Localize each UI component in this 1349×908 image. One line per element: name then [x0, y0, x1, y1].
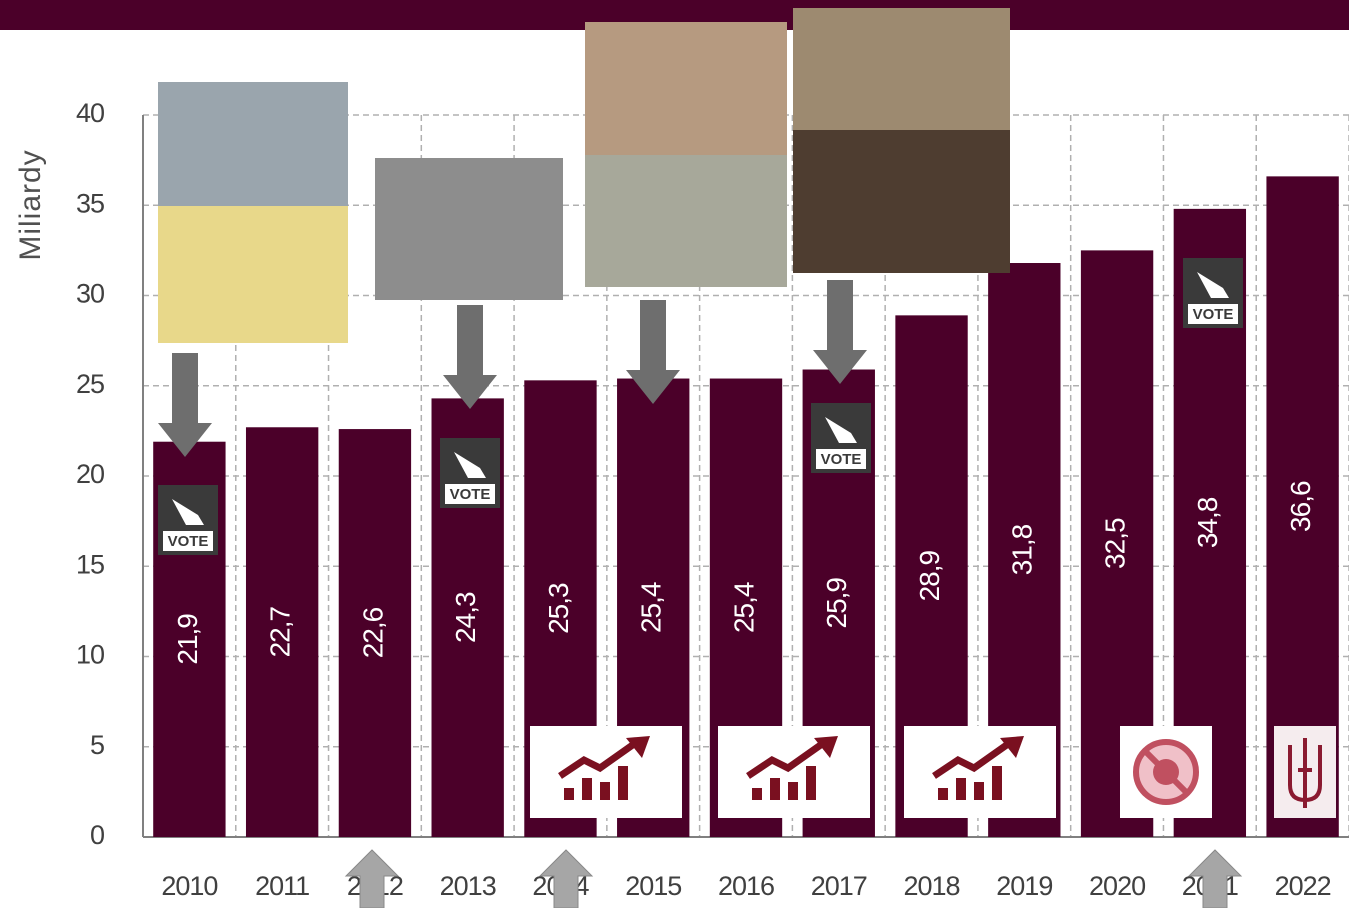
- photo: [585, 22, 787, 155]
- vote-icon: [811, 403, 871, 473]
- trident-icon: [1274, 726, 1336, 818]
- vote-icon: [158, 485, 218, 555]
- covid-icon: [1120, 726, 1212, 818]
- down-arrow: [158, 353, 212, 457]
- x-tick-label: 2018: [903, 871, 959, 901]
- x-tick-label: 2016: [718, 871, 774, 901]
- value-label: 32,5: [1099, 518, 1130, 569]
- y-tick-label: 40: [76, 98, 104, 128]
- vote-icon: [440, 438, 500, 508]
- page: {"chart_data": {"type": "bar", "y_label"…: [0, 0, 1349, 908]
- photo: [793, 8, 1010, 130]
- down-arrow: [443, 305, 497, 409]
- y-tick-label: 35: [76, 188, 104, 218]
- value-label: 25,4: [728, 582, 759, 633]
- x-tick-label: 2017: [811, 871, 867, 901]
- photo: [585, 155, 787, 287]
- value-label: 25,9: [821, 578, 852, 629]
- x-tick-label: 2019: [996, 871, 1052, 901]
- growth-icon: [530, 726, 682, 818]
- y-tick-label: 10: [76, 640, 104, 670]
- photo: [375, 158, 563, 300]
- value-label: 22,7: [265, 606, 296, 657]
- x-tick-label: 2015: [625, 871, 681, 901]
- vote-icon: [1183, 258, 1243, 328]
- y-tick-label: 30: [76, 279, 104, 309]
- x-tick-label: 2010: [161, 871, 217, 901]
- y-tick-label: 15: [76, 549, 104, 579]
- y-tick-label: 20: [76, 459, 104, 489]
- photos: [158, 8, 1010, 343]
- value-label: 28,9: [914, 551, 945, 602]
- growth-icon: [904, 726, 1056, 818]
- x-tick-label: 2013: [440, 871, 496, 901]
- photo: [158, 206, 348, 343]
- value-label: 31,8: [1007, 524, 1038, 575]
- y-tick-label: 0: [90, 820, 104, 850]
- value-label: 21,9: [172, 614, 203, 665]
- x-tick-label: 2022: [1275, 871, 1331, 901]
- value-label: 25,4: [636, 582, 667, 633]
- value-label: 36,6: [1285, 481, 1316, 532]
- y-tick-label: 5: [90, 730, 104, 760]
- photo: [158, 82, 348, 206]
- y-tick-label: 25: [76, 369, 104, 399]
- chart: VOTE Miliardy 0510152025303540201021,920…: [0, 0, 1349, 908]
- y-axis-label: Miliardy: [14, 149, 47, 260]
- value-label: 22,6: [357, 607, 388, 658]
- value-label: 34,8: [1192, 497, 1223, 548]
- growth-icon: [718, 726, 870, 818]
- value-label: 25,3: [543, 583, 574, 634]
- x-tick-label: 2011: [255, 871, 309, 901]
- x-tick-label: 2020: [1089, 871, 1145, 901]
- photo: [793, 130, 1010, 273]
- value-label: 24,3: [450, 592, 481, 643]
